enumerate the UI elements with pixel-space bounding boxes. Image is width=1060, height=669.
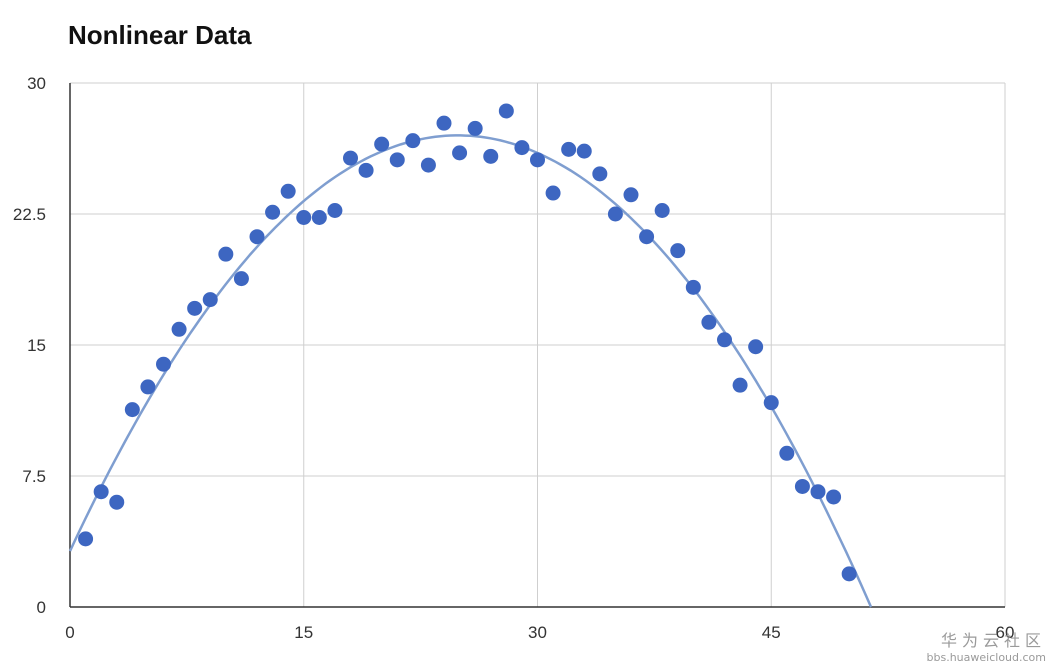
data-point [156,356,171,372]
data-point [732,377,748,393]
data-point [124,402,140,418]
data-point [717,332,732,348]
data-point [311,209,327,225]
data-point [607,206,623,222]
data-point [483,148,499,164]
data-point [296,209,312,225]
y-tick-label: 15 [27,336,46,355]
tick-labels: 0 15 30 45 60 0 7.5 15 22.5 30 [13,74,1015,642]
y-tick-label: 22.5 [13,205,46,224]
data-point [545,185,561,201]
gridlines [70,82,1006,607]
data-point [639,229,655,245]
axes [69,83,1005,608]
data-point [623,187,639,203]
data-point [389,152,405,168]
data-point [233,271,249,287]
data-point [530,152,545,168]
data-point [701,314,717,330]
watermark-url: bbs.huaweicloud.com [926,651,1046,664]
data-point [358,162,374,178]
data-point [420,157,436,173]
data-point [779,445,795,461]
x-tick-label: 45 [762,623,781,642]
data-point [561,141,577,157]
data-point [452,145,468,161]
watermark-brand: 华为云社区 [940,631,1046,650]
data-point [810,484,826,500]
data-point [654,203,670,219]
data-point [249,229,265,245]
data-point [514,140,530,156]
y-tick-label: 30 [27,74,46,93]
data-point [374,136,390,152]
watermark: 华为云社区 bbs.huaweicloud.com [927,627,1046,664]
trendline [68,134,873,608]
y-tick-label: 0 [37,598,46,617]
data-points [78,103,857,582]
trendline-layer [68,134,873,608]
data-point [265,204,281,220]
data-point [467,120,483,136]
data-point [670,243,686,259]
data-point [794,478,810,494]
data-point [78,531,94,547]
data-point [280,183,296,199]
data-point [685,279,701,295]
data-point [576,143,592,159]
data-point [763,395,779,411]
data-point [592,166,608,182]
data-point [748,339,764,355]
data-point [171,321,187,337]
x-tick-label: 30 [528,623,547,642]
data-point [826,489,842,505]
x-tick-label: 0 [65,623,74,642]
data-point [140,379,156,395]
data-point [327,203,343,219]
x-tick-label: 60 [996,623,1015,642]
data-point [405,133,421,149]
data-point [841,566,857,582]
data-point [109,494,125,510]
data-point [202,292,218,308]
data-point [343,150,358,166]
data-point [218,246,234,262]
data-point [93,484,109,500]
data-point [187,300,203,316]
data-point [436,115,452,131]
chart-title: Nonlinear Data [68,20,252,50]
data-point [498,103,514,119]
x-tick-label: 15 [294,623,313,642]
y-tick-label: 7.5 [22,467,46,486]
